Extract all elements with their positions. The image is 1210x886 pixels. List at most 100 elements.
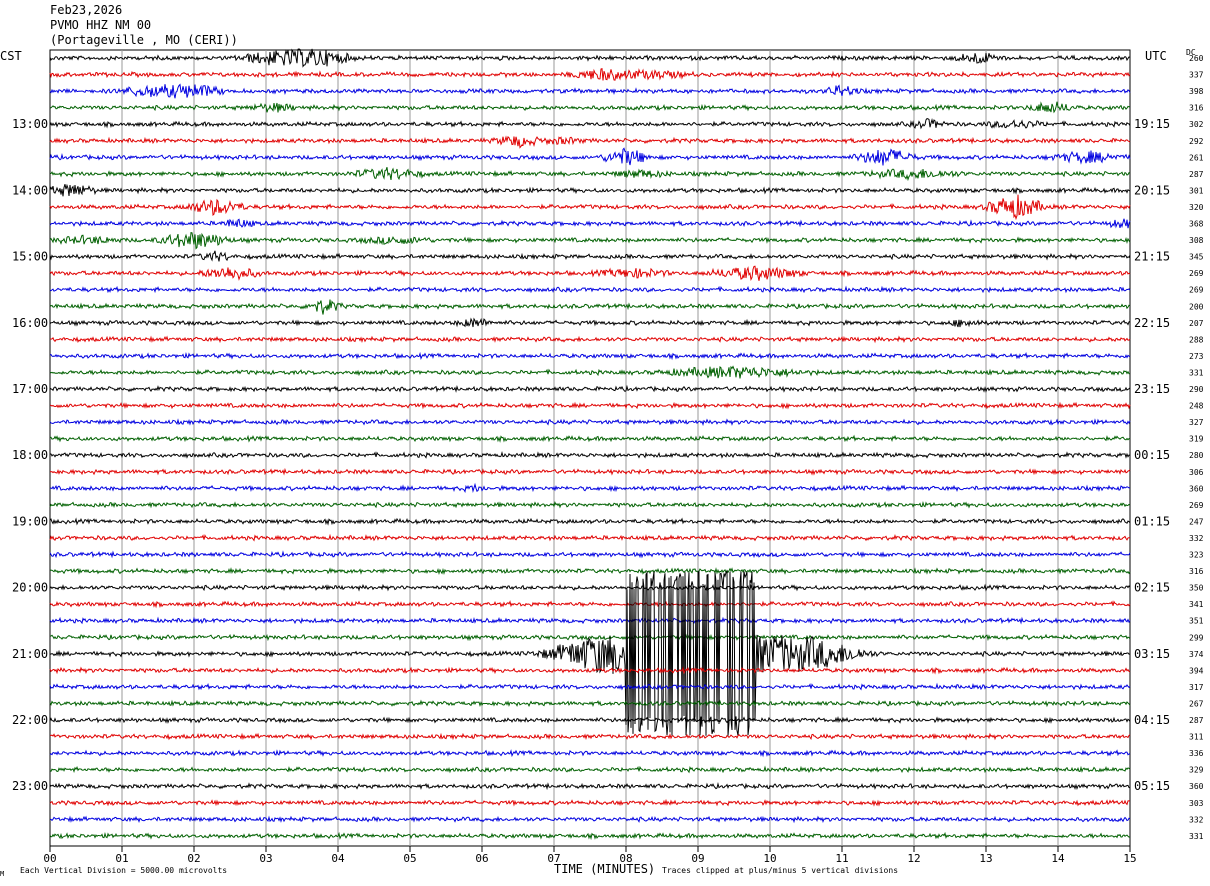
right-time-label: 19:15: [1134, 117, 1170, 131]
dc-offset-label: 316: [1189, 567, 1204, 576]
left-time-label: 21:00: [12, 647, 48, 661]
dc-offset-label: 299: [1189, 633, 1204, 642]
dc-offset-label: 332: [1189, 815, 1204, 824]
seismic-trace: [49, 68, 1131, 81]
seismic-trace: [49, 569, 1130, 736]
x-axis-label: TIME (MINUTES): [554, 862, 656, 876]
seismic-trace: [49, 715, 1131, 724]
seismic-trace: [49, 351, 1131, 361]
dc-offset-label: 398: [1189, 87, 1204, 96]
seismic-trace: [49, 815, 1131, 824]
x-tick-label: 03: [259, 852, 272, 865]
seismic-trace: [49, 118, 1131, 130]
seismic-trace: [49, 517, 1131, 526]
left-time-label: 17:00: [12, 382, 48, 396]
right-time-label: 05:15: [1134, 779, 1170, 793]
dc-offset-label: 260: [1189, 54, 1204, 63]
x-tick-label: 09: [691, 852, 704, 865]
x-tick-label: 01: [115, 852, 128, 865]
seismic-trace: [49, 317, 1131, 328]
seismic-trace: [49, 567, 1131, 575]
seismic-trace: [49, 48, 1131, 68]
left-time-label: 13:00: [12, 117, 48, 131]
scale-note: Each Vertical Division = 5000.00 microvo…: [20, 866, 228, 875]
dc-offset-label: 267: [1189, 699, 1204, 708]
seismic-trace: [49, 418, 1131, 427]
seismic-trace: [49, 401, 1131, 410]
seismic-trace: [49, 434, 1131, 443]
dc-offset-label: 337: [1189, 71, 1204, 80]
left-time-label: 22:00: [12, 713, 48, 727]
right-time-label: 00:15: [1134, 448, 1170, 462]
right-time-label: 02:15: [1134, 581, 1170, 595]
seismic-trace: [49, 682, 1131, 691]
seismic-trace: [49, 501, 1131, 509]
x-tick-label: 12: [907, 852, 920, 865]
x-tick-label: 04: [331, 852, 345, 865]
seismic-trace: [49, 147, 1131, 166]
seismic-trace: [49, 285, 1131, 294]
x-tick-label: 05: [403, 852, 416, 865]
dc-offset-label: 394: [1189, 666, 1204, 675]
seismic-trace: [49, 749, 1131, 758]
x-tick-label: 07: [547, 852, 560, 865]
seismic-trace: [49, 384, 1131, 393]
seismic-trace: [49, 765, 1131, 774]
dc-column-header: DC: [1186, 48, 1196, 57]
left-timezone-label: CST: [0, 49, 22, 63]
x-tick-label: 14: [1051, 852, 1065, 865]
seismic-trace: [49, 365, 1131, 379]
dc-offset-label: 341: [1189, 600, 1204, 609]
dc-offset-label: 247: [1189, 517, 1204, 526]
dc-offset-label: 319: [1189, 435, 1204, 444]
dc-offset-label: 360: [1189, 782, 1204, 791]
left-time-label: 16:00: [12, 316, 48, 330]
x-tick-label: 15: [1123, 852, 1136, 865]
seismic-trace: [49, 633, 1131, 642]
plot-frame: [49, 49, 1131, 847]
seismic-trace: [49, 550, 1131, 559]
dc-offset-label: 329: [1189, 766, 1204, 775]
dc-offset-label: 323: [1189, 551, 1204, 560]
dc-offset-label: 374: [1189, 650, 1204, 659]
seismic-trace: [49, 183, 1131, 197]
dc-offset-label: 288: [1189, 335, 1204, 344]
left-time-label: 19:00: [12, 514, 48, 528]
dc-offset-label: 345: [1189, 253, 1204, 262]
dc-offset-label: 290: [1189, 385, 1204, 394]
dc-offset-label: 269: [1189, 286, 1204, 295]
dc-offset-label: 368: [1189, 220, 1204, 229]
dc-offset-label: 280: [1189, 451, 1204, 460]
seismic-trace: [49, 616, 1131, 625]
left-time-label: 20:00: [12, 581, 48, 595]
dc-offset-label: 332: [1189, 534, 1204, 543]
seismic-trace: [49, 583, 1131, 592]
dc-offset-label: 292: [1189, 137, 1204, 146]
x-tick-label: 10: [763, 852, 776, 865]
right-time-label: 01:15: [1134, 514, 1170, 528]
seismic-trace: [49, 450, 1131, 459]
seismic-trace: [49, 135, 1131, 149]
right-time-label: 22:15: [1134, 316, 1170, 330]
dc-offset-label: 287: [1189, 716, 1204, 725]
seismic-trace: [49, 299, 1131, 315]
dc-offset-label: 350: [1189, 584, 1204, 593]
seismic-trace: [49, 600, 1131, 609]
clip-note: Traces clipped at plus/minus 5 vertical …: [662, 866, 899, 875]
seismic-trace: [49, 218, 1131, 229]
x-tick-label: 08: [619, 852, 632, 865]
left-time-label: 15:00: [12, 250, 48, 264]
seismic-trace: [49, 831, 1131, 841]
seismic-trace: [49, 482, 1131, 493]
dc-offset-label: 248: [1189, 402, 1204, 411]
x-tick-label: 06: [475, 852, 488, 865]
right-time-label: 23:15: [1134, 382, 1170, 396]
plot-date: Feb23,2026: [50, 3, 123, 17]
dc-offset-label: 273: [1189, 352, 1204, 361]
dc-offset-label: 287: [1189, 170, 1204, 179]
dc-offset-label: 269: [1189, 501, 1204, 510]
seismic-trace: [50, 467, 1131, 476]
dc-offset-label: 327: [1189, 418, 1204, 427]
